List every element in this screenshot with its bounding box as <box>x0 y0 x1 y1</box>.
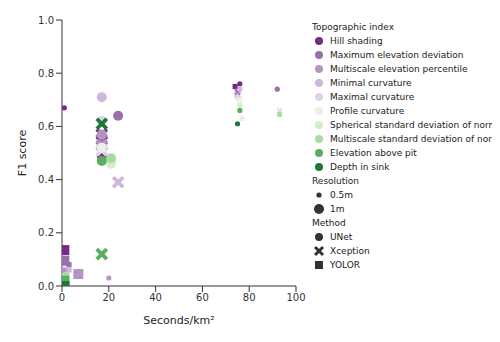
svg-text:F1 score: F1 score <box>16 130 29 177</box>
html-text:Depth in sink: Depth in sink <box>330 162 390 172</box>
svg-text:0.2: 0.2 <box>38 227 54 238</box>
svg-text:20: 20 <box>102 292 115 303</box>
svg-text:0.0: 0.0 <box>38 281 54 292</box>
svg-text:100: 100 <box>286 292 305 303</box>
html-text:UNet: UNet <box>330 232 353 242</box>
svg-text:40: 40 <box>149 292 162 303</box>
html-text:0.5m: 0.5m <box>330 190 354 200</box>
svg-text:0.8: 0.8 <box>38 68 54 79</box>
html-text:Hill shading: Hill shading <box>330 36 383 46</box>
html-text:Method: Method <box>312 218 346 228</box>
svg-text:1.0: 1.0 <box>38 15 54 26</box>
svg-text:0.4: 0.4 <box>38 174 54 185</box>
html-text:Multiscale elevation percentil: Multiscale elevation percentile <box>330 64 468 74</box>
svg-text:60: 60 <box>196 292 209 303</box>
html-text:Maximal curvature: Maximal curvature <box>330 92 415 102</box>
html-text:Profile curvature: Profile curvature <box>330 106 405 116</box>
html-text:YOLOR: YOLOR <box>330 260 361 270</box>
html-text:Elevation above pit: Elevation above pit <box>330 148 417 158</box>
svg-text:Seconds/km²: Seconds/km² <box>143 314 214 327</box>
html-text:Minimal curvature: Minimal curvature <box>330 78 412 88</box>
html-text:1m: 1m <box>330 204 345 214</box>
svg-text:0: 0 <box>59 292 65 303</box>
html-text:Xception: Xception <box>330 246 370 256</box>
html-text:Maximum elevation deviation: Maximum elevation deviation <box>330 50 464 60</box>
svg-text:80: 80 <box>243 292 256 303</box>
html-text:Topographic index: Topographic index <box>312 22 394 32</box>
svg-text:0.6: 0.6 <box>38 121 54 132</box>
html-text:Resolution: Resolution <box>312 176 359 186</box>
